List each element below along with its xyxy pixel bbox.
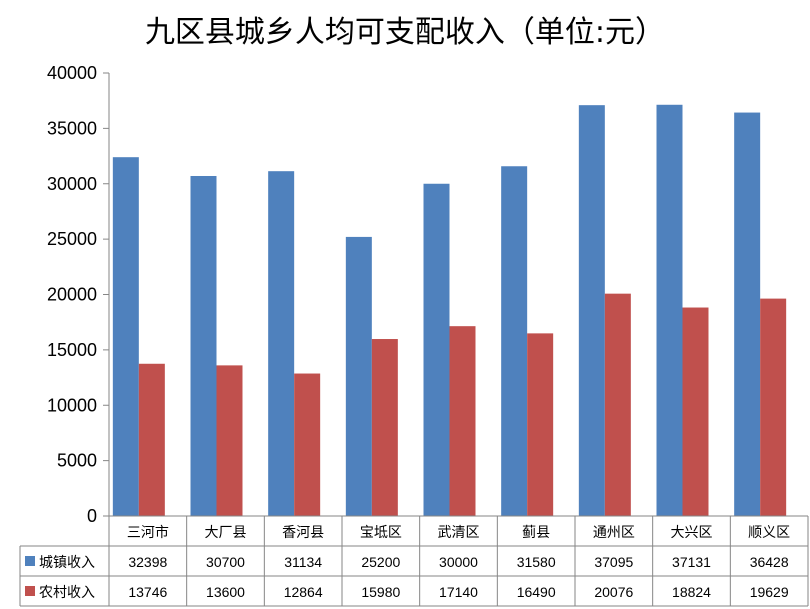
category-label: 大兴区	[671, 525, 713, 541]
bars	[112, 104, 787, 517]
category-label: 大厂县	[205, 525, 247, 541]
bar-rural	[760, 298, 787, 516]
legend-key	[25, 586, 35, 596]
y-tick-label: 25000	[47, 229, 97, 249]
bar-urban	[501, 166, 528, 516]
bar-urban	[268, 171, 295, 516]
category-label: 香河县	[282, 525, 324, 541]
data-value: 15980	[361, 584, 400, 600]
bar-urban	[190, 175, 217, 516]
y-axis: 0 5000 10000 15000 20000 25000 30000 35000 40000	[47, 63, 110, 526]
bar-rural	[371, 339, 398, 516]
bar-rural	[138, 363, 165, 516]
bar-rural	[294, 373, 321, 516]
bar-urban	[423, 183, 450, 516]
bar-urban	[345, 236, 372, 516]
bar-rural	[604, 293, 631, 516]
data-value: 30000	[439, 554, 478, 570]
data-value: 19629	[750, 584, 789, 600]
bar-urban	[578, 105, 605, 516]
data-value: 30700	[206, 554, 245, 570]
legend-label: 城镇收入	[39, 555, 95, 571]
bar-urban	[112, 157, 139, 517]
y-tick-label: 35000	[47, 118, 97, 138]
data-value: 16490	[517, 584, 556, 600]
data-value: 31134	[284, 554, 322, 570]
y-tick-label: 40000	[47, 63, 97, 83]
data-value: 18824	[672, 584, 711, 600]
bar-rural	[449, 326, 476, 516]
data-value: 25200	[361, 554, 400, 570]
category-label: 通州区	[593, 525, 635, 541]
bar-rural	[682, 307, 709, 516]
y-tick-label: 30000	[47, 174, 97, 194]
bar-urban	[734, 112, 761, 516]
data-value: 13600	[206, 584, 245, 600]
category-label: 武清区	[438, 525, 480, 541]
data-value: 31580	[517, 554, 556, 570]
bar-rural	[527, 333, 554, 516]
y-tick-label: 0	[87, 506, 97, 526]
legend-key	[25, 556, 35, 566]
category-label: 蓟县	[522, 525, 550, 541]
y-tick-label: 15000	[47, 340, 97, 360]
legend-label: 农村收入	[39, 585, 95, 601]
data-value: 17140	[439, 584, 478, 600]
y-tick-label: 10000	[47, 395, 97, 415]
data-value: 37095	[594, 554, 633, 570]
chart-title: 九区县城乡人均可支配收入（单位:元）	[145, 15, 665, 50]
y-tick-label: 5000	[57, 451, 97, 471]
data-value: 13746	[128, 584, 167, 600]
category-label: 顺义区	[748, 525, 790, 541]
data-value: 37131	[672, 554, 711, 570]
bar-urban	[656, 104, 683, 517]
category-label: 宝坻区	[360, 525, 402, 541]
data-value: 12864	[284, 584, 323, 600]
data-value: 20076	[594, 584, 633, 600]
y-tick-label: 20000	[47, 285, 97, 305]
data-value: 32398	[128, 554, 167, 570]
bar-rural	[216, 365, 243, 516]
data-value: 36428	[750, 554, 789, 570]
category-label: 三河市	[127, 524, 169, 541]
